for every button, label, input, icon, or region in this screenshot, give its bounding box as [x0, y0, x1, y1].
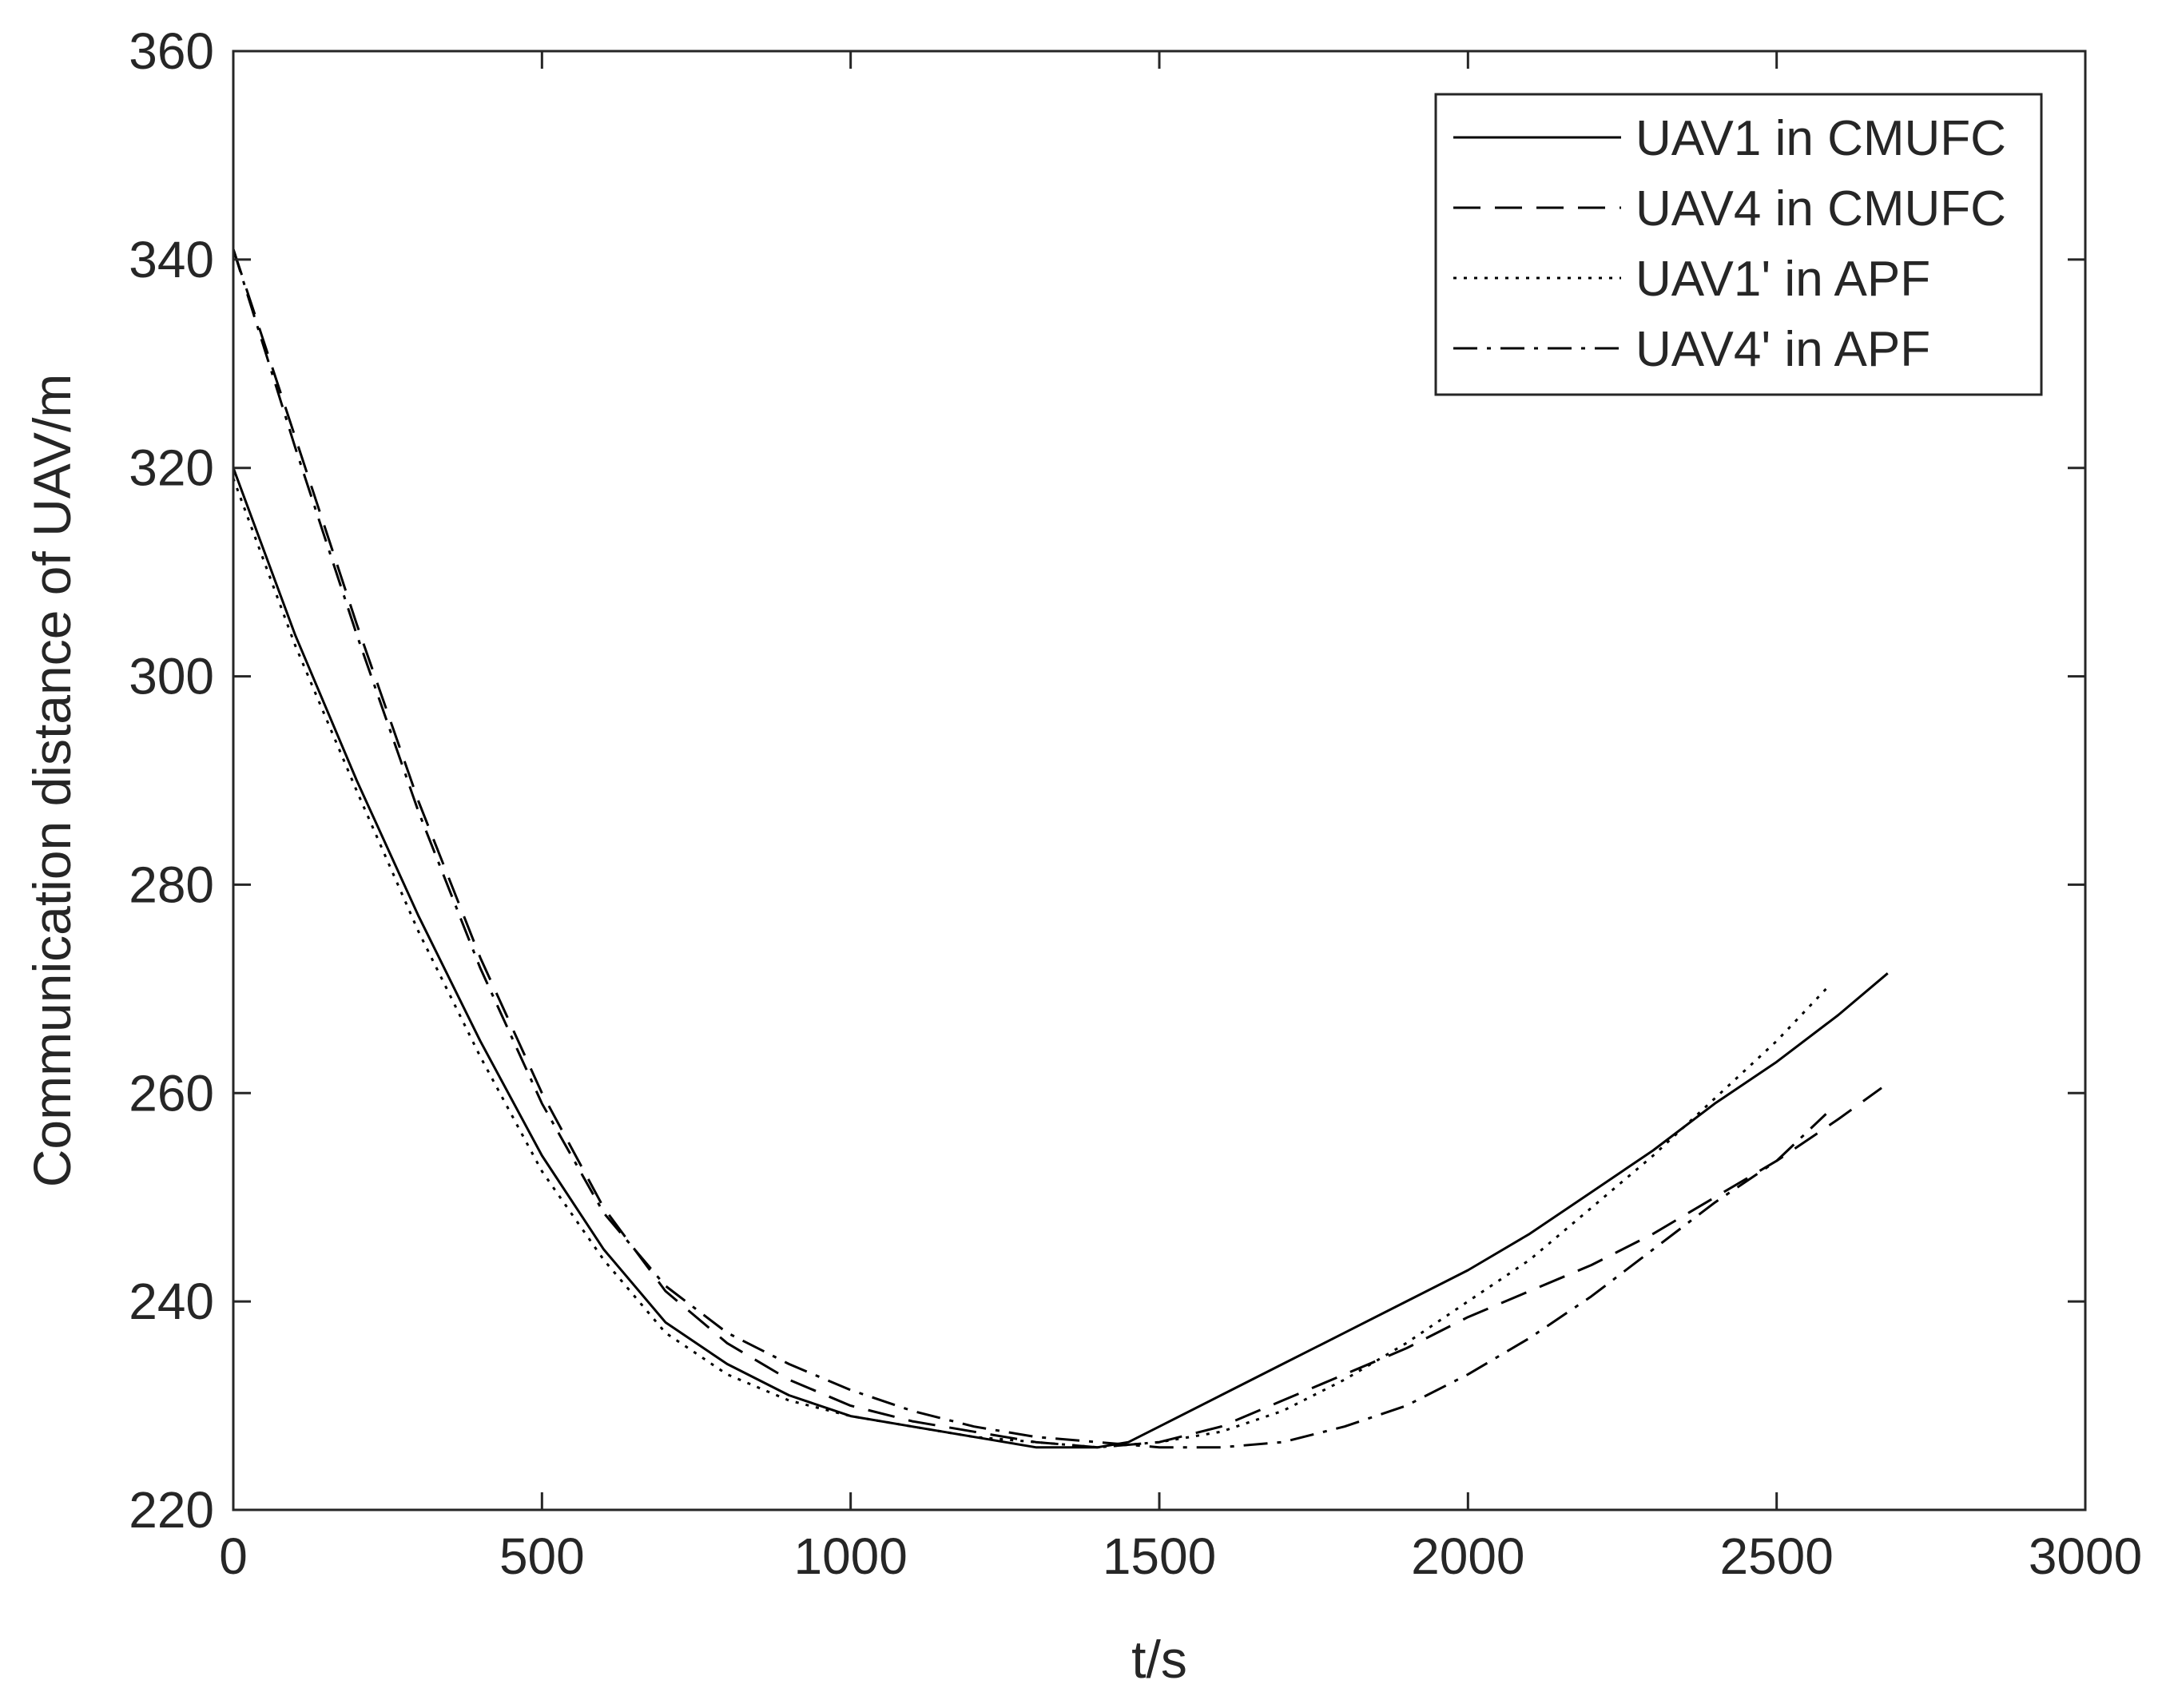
x-tick-label: 2000 — [1411, 1527, 1524, 1585]
x-tick-label: 1000 — [793, 1527, 907, 1585]
y-tick-label: 220 — [129, 1481, 214, 1539]
y-tick-label: 240 — [129, 1273, 214, 1330]
x-tick-label: 3000 — [2029, 1527, 2142, 1585]
legend: UAV1 in CMUFC UAV4 in CMUFC UAV1' in APF UA… — [1434, 93, 2043, 396]
legend-label-2: UAV4 in CMUFC — [1635, 181, 2006, 236]
tick-layer: 0 500 1000 1500 2000 2500 3000 220 240 260 280 300 3… — [129, 22, 2142, 1585]
x-tick-label: 0 — [219, 1527, 248, 1585]
y-tick-label: 340 — [129, 231, 214, 288]
x-axis-label: t/s — [1131, 1630, 1187, 1689]
y-tick-label: 260 — [129, 1064, 214, 1122]
y-tick-label: 300 — [129, 648, 214, 705]
x-tick-label: 2500 — [1719, 1527, 1833, 1585]
legend-box — [1434, 93, 2043, 396]
y-tick-label: 320 — [129, 439, 214, 497]
series-layer — [232, 248, 1889, 1449]
series-line-2 — [232, 248, 1882, 1449]
legend-label-1: UAV1 in CMUFC — [1635, 111, 2006, 166]
y-axis-label: Communication distance of UAV/m — [22, 374, 81, 1188]
series-line-4 — [232, 248, 1827, 1449]
legend-label-4: UAV4' in APF — [1635, 322, 1930, 377]
legend-label-3: UAV1' in APF — [1635, 252, 1930, 307]
y-tick-label: 360 — [129, 22, 214, 80]
x-tick-label: 500 — [499, 1527, 585, 1585]
y-tick-label: 280 — [129, 856, 214, 913]
x-tick-label: 1500 — [1103, 1527, 1216, 1585]
